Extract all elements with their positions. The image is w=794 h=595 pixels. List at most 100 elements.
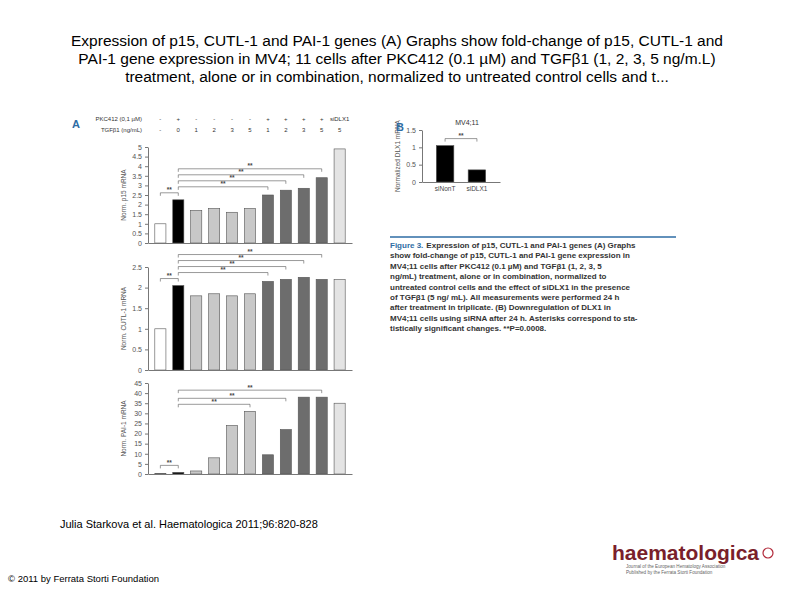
slide-title: Expression of p15, CUTL-1 and PAI-1 gene… (71, 32, 723, 85)
y-tick-label: 5 (138, 461, 142, 468)
y-tick-label: 1 (412, 144, 416, 151)
y-tick-label: 45 (134, 380, 142, 387)
y-tick-mark (145, 233, 148, 234)
significance-label: ** (247, 384, 253, 391)
significance-label: ** (221, 266, 227, 273)
y-tick-mark (145, 267, 148, 268)
y-tick: 45 (134, 380, 148, 387)
y-tick-mark (145, 403, 148, 404)
bar (191, 296, 202, 370)
y-tick-mark (145, 474, 148, 475)
y-axis: 00.511.5 (406, 127, 422, 186)
y-tick-mark (145, 157, 148, 158)
y-tick-label: 5 (138, 144, 142, 151)
y-tick: 2.5 (132, 192, 148, 199)
y-tick-label: 1.5 (132, 305, 142, 312)
y-tick-mark (145, 224, 148, 225)
bars (155, 397, 345, 474)
caption-line: untreated control cells and the effect o… (390, 283, 631, 292)
y-tick-mark (419, 165, 422, 166)
x-tick: siNonT (435, 185, 456, 192)
y-tick: 1.5 (132, 211, 148, 218)
header-cell: 5 (320, 127, 324, 133)
y-tick-label: 20 (134, 430, 142, 437)
y-tick-mark (145, 349, 148, 350)
y-tick-mark (419, 182, 422, 183)
y-tick: 4.5 (132, 153, 148, 160)
significance-label: ** (239, 168, 245, 175)
significance-label: ** (247, 162, 253, 169)
header-cell: + (320, 116, 324, 122)
bar (298, 397, 309, 474)
y-tick-mark (145, 147, 148, 148)
panel-label: A (72, 118, 80, 130)
y-tick-mark (145, 185, 148, 186)
y-tick-mark (145, 383, 148, 384)
chart-title: MV4;11 (455, 119, 479, 126)
logo-name: haematologica (612, 541, 759, 564)
bar (209, 208, 220, 243)
y-tick-label: 15 (134, 440, 142, 447)
y-tick-mark (145, 423, 148, 424)
y-tick-label: 3 (138, 182, 142, 189)
header-cell: - (159, 127, 161, 133)
y-tick: 4 (138, 163, 148, 170)
y-tick: 25 (134, 420, 148, 427)
x-tick: siDLX1 (466, 185, 487, 192)
header-cell: 5 (248, 127, 252, 133)
y-tick: 2 (138, 201, 148, 208)
header-cell: 1 (266, 127, 270, 133)
figure-caption: Figure 3.Expression of p15, CUTL-1 and P… (390, 237, 676, 333)
y-tick-mark (145, 370, 148, 371)
panel-label: B (396, 121, 404, 133)
slide: Expression of p15, CUTL-1 and PAI-1 gene… (0, 0, 794, 595)
header-cell: 2 (284, 127, 288, 133)
caption-line: tistically significant changes. **P=0.00… (390, 324, 546, 333)
header-column-label: siDLX1 (330, 116, 350, 122)
bar (209, 458, 220, 474)
significance: ** (445, 132, 477, 142)
header-cell: 1 (195, 127, 199, 133)
y-tick-label: 0 (138, 367, 142, 374)
caption-line: ng/mL) treatment, alone or in combinatio… (390, 272, 607, 281)
header-cell: - (159, 116, 161, 122)
y-tick: 0 (412, 179, 422, 186)
header-cell: + (177, 116, 181, 122)
bar (280, 279, 291, 370)
header-cell: + (266, 116, 270, 122)
y-tick-label: 35 (134, 400, 142, 407)
y-tick-label: 0 (412, 179, 416, 186)
caption-line: after treatment in triplicate. (B) Downr… (390, 303, 611, 312)
y-tick: 2.5 (132, 264, 148, 271)
y-tick: 1 (138, 221, 148, 228)
y-tick: 10 (134, 451, 148, 458)
y-tick: 3 (138, 182, 148, 189)
y-tick-mark (145, 176, 148, 177)
header-cell: - (195, 116, 197, 122)
bar (298, 277, 309, 370)
bar (191, 471, 202, 474)
y-tick-mark (145, 393, 148, 394)
y-axis-title: Norm. CUTL-1 mRNA (120, 286, 127, 350)
y-tick-label: 10 (134, 451, 142, 458)
y-tick: 1.5 (406, 127, 422, 134)
y-tick-mark (145, 288, 148, 289)
bar (244, 208, 255, 243)
y-tick-mark (419, 147, 422, 148)
caption-line: of TGFβ1 (5 ng/ mL). All measurements we… (390, 293, 619, 302)
header-cell: - (231, 116, 233, 122)
logo-emblem (763, 548, 773, 558)
bars (436, 146, 485, 182)
chart: 00.511.522.5Norm. CUTL-1 mRNA********** (120, 248, 353, 374)
significance-label: ** (230, 174, 236, 181)
x-axis-line (149, 474, 353, 475)
header-row-label: PKC412 (0,1 µM) (96, 116, 142, 122)
y-tick-mark (145, 205, 148, 206)
y-tick-label: 2 (138, 201, 142, 208)
y-tick-label: 4 (138, 163, 142, 170)
y-tick-label: 30 (134, 410, 142, 417)
bar (155, 224, 166, 243)
y-tick: 5 (138, 144, 148, 151)
bar (262, 195, 273, 243)
bar (436, 146, 454, 182)
